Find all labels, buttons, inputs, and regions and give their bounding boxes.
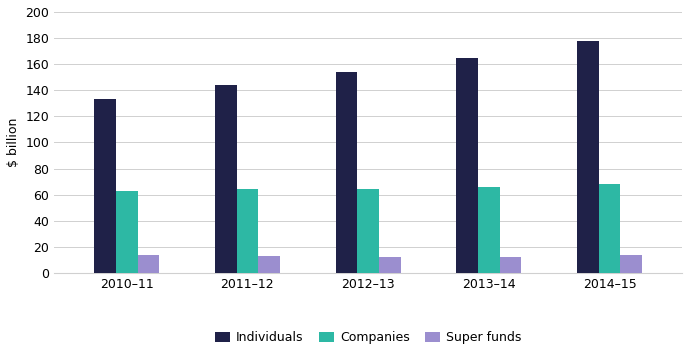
Bar bbox=[215, 85, 236, 273]
Bar bbox=[94, 99, 116, 273]
Bar bbox=[478, 187, 500, 273]
Bar bbox=[358, 189, 379, 273]
Y-axis label: $ billion: $ billion bbox=[7, 118, 20, 167]
Bar bbox=[379, 257, 401, 273]
Bar bbox=[116, 191, 138, 273]
Bar bbox=[236, 189, 258, 273]
Legend: Individuals, Companies, Super funds: Individuals, Companies, Super funds bbox=[210, 326, 526, 349]
Bar bbox=[599, 184, 621, 273]
Bar bbox=[577, 41, 599, 273]
Bar bbox=[500, 257, 522, 273]
Bar bbox=[336, 72, 358, 273]
Bar bbox=[621, 255, 642, 273]
Bar bbox=[456, 58, 478, 273]
Bar bbox=[138, 255, 159, 273]
Bar bbox=[258, 256, 280, 273]
